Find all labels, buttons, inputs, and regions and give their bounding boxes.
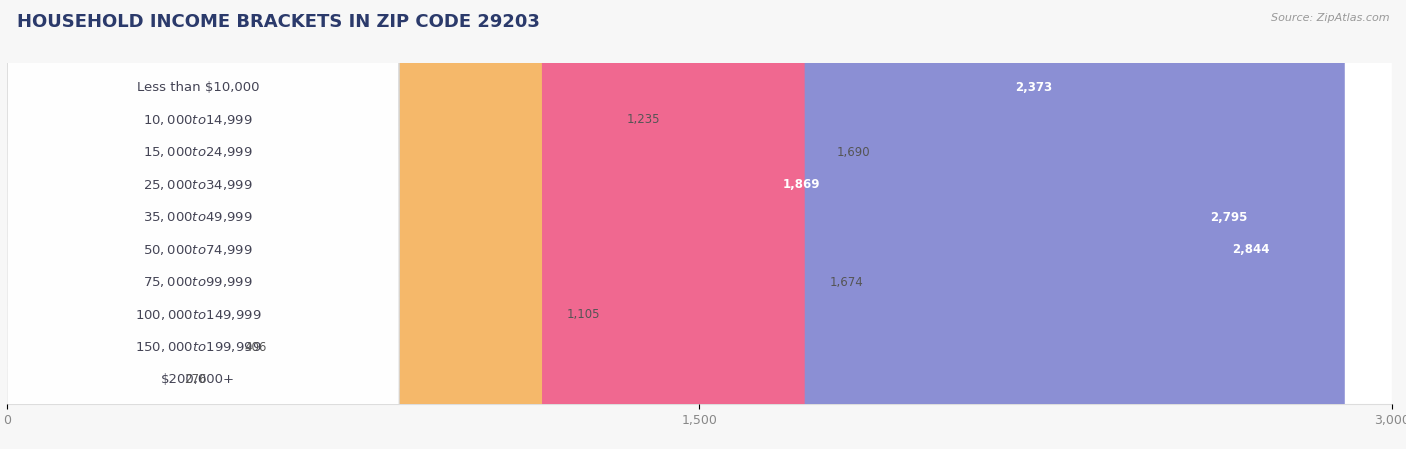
FancyBboxPatch shape: [7, 0, 399, 449]
Text: 1,674: 1,674: [830, 276, 863, 289]
FancyBboxPatch shape: [0, 0, 1322, 449]
Text: 2,795: 2,795: [1211, 211, 1247, 224]
FancyBboxPatch shape: [0, 0, 894, 449]
FancyBboxPatch shape: [0, 0, 602, 449]
Text: 276: 276: [184, 373, 207, 386]
Text: Less than $10,000: Less than $10,000: [136, 81, 259, 94]
FancyBboxPatch shape: [0, 0, 804, 449]
Text: 1,869: 1,869: [783, 178, 820, 191]
Text: 1,235: 1,235: [627, 113, 661, 126]
Text: 406: 406: [245, 341, 267, 354]
FancyBboxPatch shape: [0, 0, 219, 449]
Text: $150,000 to $199,999: $150,000 to $199,999: [135, 340, 262, 354]
FancyBboxPatch shape: [7, 0, 399, 449]
Text: $35,000 to $49,999: $35,000 to $49,999: [143, 210, 253, 224]
FancyBboxPatch shape: [7, 0, 399, 449]
Text: 1,690: 1,690: [837, 146, 870, 159]
Text: $10,000 to $14,999: $10,000 to $14,999: [143, 113, 253, 127]
Text: 1,105: 1,105: [567, 308, 600, 321]
Text: $25,000 to $34,999: $25,000 to $34,999: [143, 178, 253, 192]
FancyBboxPatch shape: [0, 0, 1346, 449]
FancyBboxPatch shape: [7, 0, 399, 449]
FancyBboxPatch shape: [0, 0, 159, 449]
Text: $200,000+: $200,000+: [160, 373, 235, 386]
Text: 2,373: 2,373: [1015, 81, 1053, 94]
FancyBboxPatch shape: [7, 0, 399, 449]
Text: $75,000 to $99,999: $75,000 to $99,999: [143, 275, 253, 289]
FancyBboxPatch shape: [7, 0, 399, 449]
Text: HOUSEHOLD INCOME BRACKETS IN ZIP CODE 29203: HOUSEHOLD INCOME BRACKETS IN ZIP CODE 29…: [17, 13, 540, 31]
Text: $50,000 to $74,999: $50,000 to $74,999: [143, 243, 253, 257]
FancyBboxPatch shape: [7, 0, 399, 449]
FancyBboxPatch shape: [0, 0, 813, 449]
FancyBboxPatch shape: [7, 0, 399, 449]
Text: $100,000 to $149,999: $100,000 to $149,999: [135, 308, 262, 322]
FancyBboxPatch shape: [0, 0, 543, 449]
FancyBboxPatch shape: [7, 0, 399, 449]
Text: $15,000 to $24,999: $15,000 to $24,999: [143, 145, 253, 159]
Text: 2,844: 2,844: [1233, 243, 1270, 256]
FancyBboxPatch shape: [7, 0, 399, 449]
Text: Source: ZipAtlas.com: Source: ZipAtlas.com: [1271, 13, 1389, 23]
FancyBboxPatch shape: [0, 0, 1128, 449]
